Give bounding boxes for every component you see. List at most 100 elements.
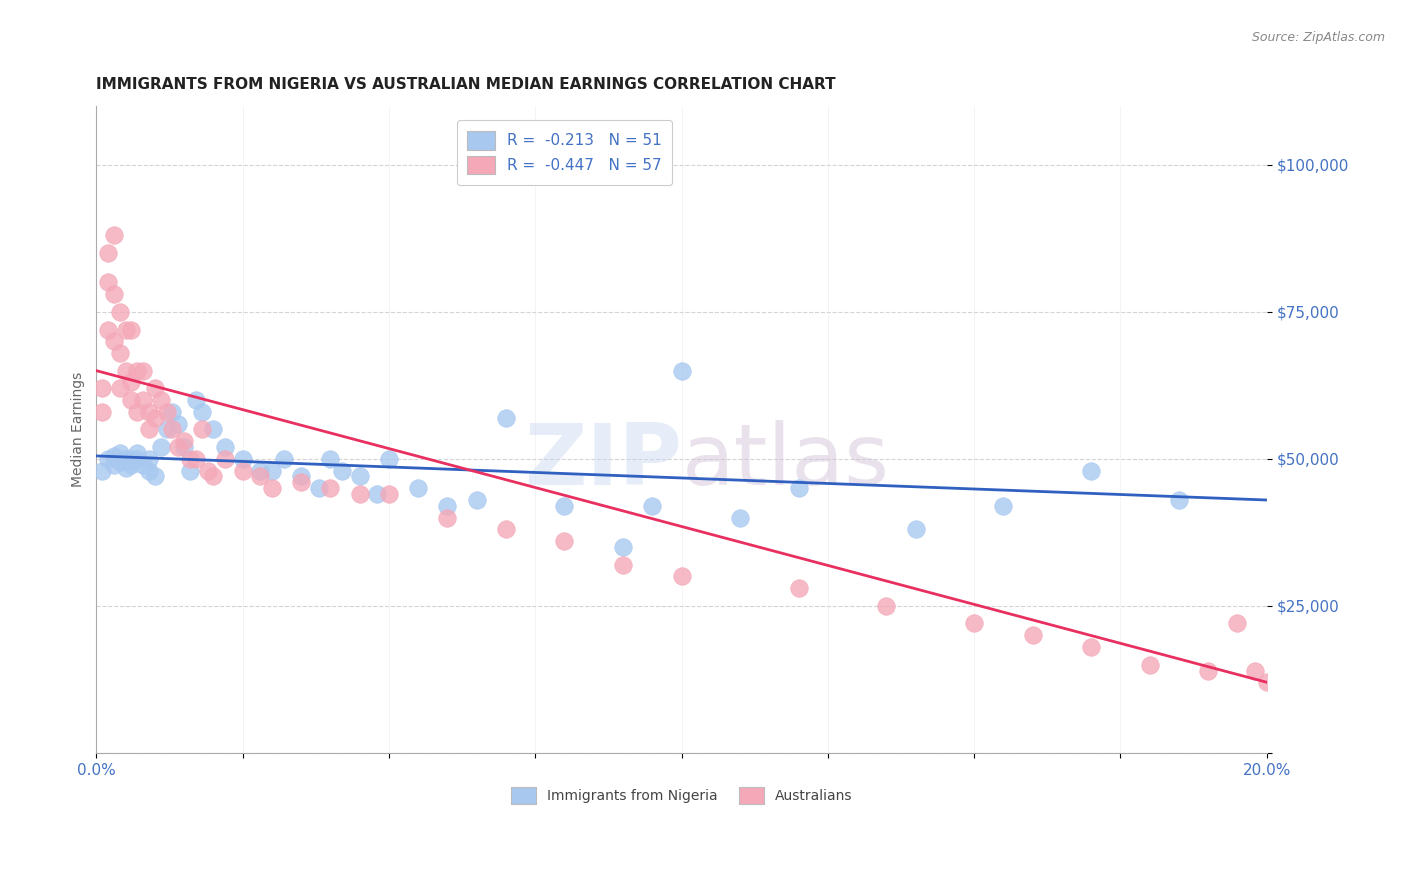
Point <box>108 305 131 319</box>
Point <box>612 540 634 554</box>
Point <box>149 393 172 408</box>
Point <box>97 276 120 290</box>
Point <box>1021 628 1043 642</box>
Point <box>1139 657 1161 672</box>
Point <box>132 393 155 408</box>
Point <box>173 434 195 449</box>
Point <box>1168 493 1191 508</box>
Point <box>553 534 575 549</box>
Point <box>728 510 751 524</box>
Point <box>1197 664 1219 678</box>
Point <box>138 405 160 419</box>
Point <box>319 451 342 466</box>
Point <box>138 464 160 478</box>
Point <box>875 599 897 613</box>
Point <box>143 381 166 395</box>
Point <box>121 451 143 466</box>
Point <box>273 451 295 466</box>
Point <box>127 446 149 460</box>
Point <box>349 469 371 483</box>
Point <box>1080 640 1102 654</box>
Point <box>108 346 131 360</box>
Point <box>114 451 136 466</box>
Point <box>184 451 207 466</box>
Point <box>319 481 342 495</box>
Point <box>349 487 371 501</box>
Point <box>132 458 155 472</box>
Point <box>179 464 201 478</box>
Point <box>641 499 664 513</box>
Text: ZIP: ZIP <box>524 420 682 503</box>
Point <box>214 440 236 454</box>
Text: atlas: atlas <box>682 420 890 503</box>
Point <box>290 475 312 490</box>
Point <box>162 405 184 419</box>
Point <box>91 381 114 395</box>
Point <box>91 464 114 478</box>
Point <box>103 449 125 463</box>
Point <box>127 405 149 419</box>
Point <box>993 499 1015 513</box>
Point <box>406 481 429 495</box>
Point <box>103 287 125 301</box>
Point <box>190 405 212 419</box>
Text: Source: ZipAtlas.com: Source: ZipAtlas.com <box>1251 31 1385 45</box>
Point <box>127 451 149 466</box>
Point <box>138 451 160 466</box>
Point <box>232 464 254 478</box>
Point <box>132 364 155 378</box>
Point <box>143 469 166 483</box>
Point <box>97 322 120 336</box>
Point <box>155 422 177 436</box>
Point <box>202 422 225 436</box>
Point <box>260 481 283 495</box>
Point <box>436 499 458 513</box>
Point <box>330 464 353 478</box>
Point <box>436 510 458 524</box>
Point <box>97 246 120 260</box>
Point <box>190 422 212 436</box>
Point <box>91 405 114 419</box>
Point <box>553 499 575 513</box>
Point <box>121 376 143 390</box>
Point <box>97 451 120 466</box>
Point <box>179 451 201 466</box>
Point <box>103 228 125 243</box>
Point <box>214 451 236 466</box>
Point <box>232 451 254 466</box>
Point <box>671 364 693 378</box>
Point <box>121 322 143 336</box>
Point <box>249 469 271 483</box>
Point <box>114 364 136 378</box>
Point <box>197 464 219 478</box>
Point <box>121 393 143 408</box>
Point <box>495 523 517 537</box>
Point <box>290 469 312 483</box>
Point <box>167 417 190 431</box>
Point <box>963 616 986 631</box>
Point <box>671 569 693 583</box>
Point <box>121 458 143 472</box>
Point <box>108 446 131 460</box>
Point <box>378 487 401 501</box>
Point <box>249 464 271 478</box>
Point <box>108 381 131 395</box>
Point <box>787 581 810 595</box>
Point <box>184 393 207 408</box>
Text: IMMIGRANTS FROM NIGERIA VS AUSTRALIAN MEDIAN EARNINGS CORRELATION CHART: IMMIGRANTS FROM NIGERIA VS AUSTRALIAN ME… <box>97 78 837 93</box>
Point <box>114 322 136 336</box>
Point <box>103 334 125 349</box>
Point <box>308 481 330 495</box>
Point <box>787 481 810 495</box>
Point <box>143 410 166 425</box>
Point <box>495 410 517 425</box>
Point <box>1226 616 1249 631</box>
Point <box>155 405 177 419</box>
Legend: Immigrants from Nigeria, Australians: Immigrants from Nigeria, Australians <box>503 780 859 811</box>
Point <box>1080 464 1102 478</box>
Point <box>167 440 190 454</box>
Point <box>108 455 131 469</box>
Point <box>138 422 160 436</box>
Point <box>612 558 634 572</box>
Point <box>1244 664 1267 678</box>
